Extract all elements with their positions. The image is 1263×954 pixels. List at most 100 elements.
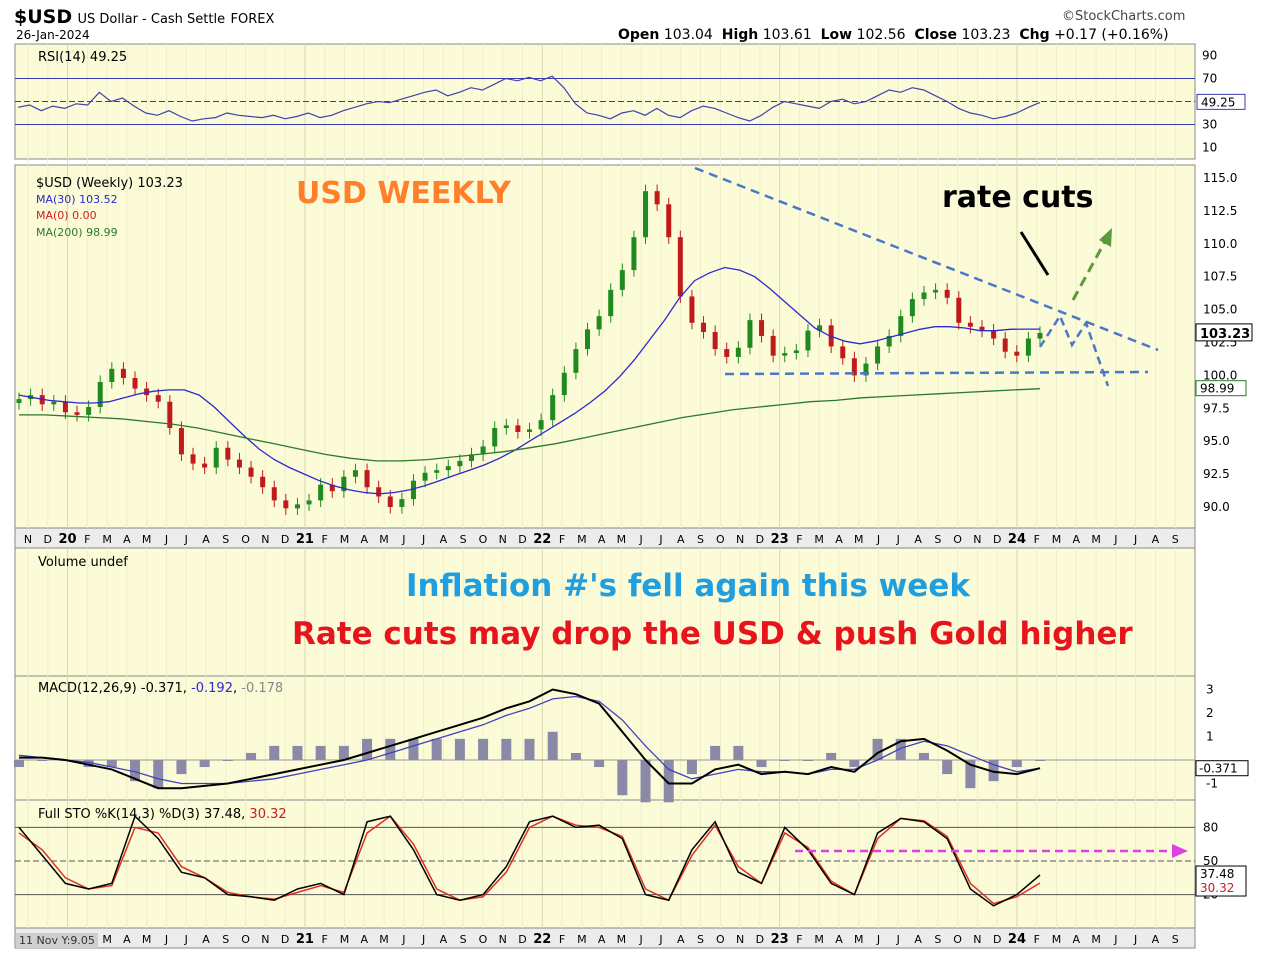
rsi-last-value: 49.25 xyxy=(1201,95,1235,109)
legend-ma30: MA(30) 103.52 xyxy=(36,193,118,206)
macd-histogram-bar xyxy=(756,760,767,768)
macd-y-tick: -1 xyxy=(1206,777,1218,791)
price-candle xyxy=(236,459,242,468)
x-tick-label: J xyxy=(639,533,643,546)
price-candle xyxy=(782,353,788,356)
x-tick-label: D xyxy=(518,533,526,546)
macd-histogram-bar xyxy=(199,760,210,768)
price-last-value: 103.23 xyxy=(1200,327,1250,342)
price-candle xyxy=(735,347,741,357)
x-tick-label: O xyxy=(241,533,250,546)
macd-histogram-bar xyxy=(1035,760,1045,761)
x-tick-label: 20 xyxy=(59,532,77,547)
annotation-usd-weekly: USD WEEKLY xyxy=(296,176,511,211)
x-tick-label: N xyxy=(973,533,981,546)
price-candle xyxy=(260,476,266,488)
x-tick-label: A xyxy=(598,533,606,546)
rsi-y-tick: 70 xyxy=(1202,72,1217,86)
x-axis-strip-top xyxy=(14,527,1196,549)
macd-histogram-bar xyxy=(594,760,605,768)
price-candle xyxy=(689,296,695,323)
price-candle xyxy=(434,470,440,473)
macd-histogram-bar xyxy=(524,738,535,760)
x-tick-label: A xyxy=(1073,533,1081,546)
x-tick-label: J xyxy=(639,933,643,946)
x-tick-label: J xyxy=(1113,933,1117,946)
x-tick-label: J xyxy=(1133,533,1137,546)
chart-date: 26-Jan-2024 xyxy=(16,28,90,42)
x-tick-label: M xyxy=(340,933,350,946)
x-tick-label: O xyxy=(479,933,488,946)
x-tick-label: A xyxy=(914,533,922,546)
x-tick-label: J xyxy=(658,933,662,946)
macd-y-tick: 2 xyxy=(1206,706,1214,720)
rsi-y-tick: 10 xyxy=(1202,141,1217,155)
price-candle xyxy=(190,454,196,464)
price-y-tick: 100.0 xyxy=(1203,368,1237,382)
resistance-trendline xyxy=(694,166,1159,352)
price-candle xyxy=(550,395,556,421)
x-tick-label: J xyxy=(164,933,168,946)
x-tick-label: M xyxy=(102,533,112,546)
price-candle xyxy=(167,401,173,429)
sto-y-tick: 50 xyxy=(1203,854,1218,868)
price-candle xyxy=(202,463,208,468)
price-candle xyxy=(492,428,498,447)
x-tick-label: F xyxy=(1034,933,1040,946)
price-candle xyxy=(747,320,753,348)
price-candle xyxy=(677,237,683,297)
x-tick-label: M xyxy=(1052,933,1062,946)
price-candle xyxy=(132,378,138,389)
price-last-badge xyxy=(1195,323,1253,342)
price-panel xyxy=(14,164,1196,529)
price-y-tick: 92.5 xyxy=(1203,467,1230,481)
macd-signal-line xyxy=(18,695,1041,785)
x-tick-label: F xyxy=(559,533,565,546)
price-candle xyxy=(840,346,846,359)
x-tick-label: N xyxy=(24,533,32,546)
macd-histogram-bar xyxy=(849,760,860,768)
x-tick-label: A xyxy=(677,533,685,546)
x-tick-label: J xyxy=(421,933,425,946)
volume-title: Volume undef xyxy=(38,555,128,570)
x-tick-label: J xyxy=(896,933,900,946)
macd-histogram-bar xyxy=(14,760,24,768)
projected-path xyxy=(1038,313,1110,387)
macd-histogram-bar xyxy=(454,738,465,760)
price-y-tick: 107.5 xyxy=(1203,270,1237,284)
x-tick-label: A xyxy=(598,933,606,946)
price-candle xyxy=(956,297,962,323)
price-candle xyxy=(759,320,765,336)
x-tick-label: A xyxy=(202,533,210,546)
price-candle xyxy=(1037,332,1043,339)
price-candle xyxy=(16,399,22,404)
price-candle xyxy=(74,412,80,415)
x-tick-label: A xyxy=(1152,533,1160,546)
x-tick-label: N xyxy=(261,533,269,546)
macd-histogram-bar xyxy=(826,752,837,760)
price-candle xyxy=(318,484,324,501)
x-tick-label: A xyxy=(440,933,448,946)
price-candle xyxy=(596,316,602,330)
price-candle xyxy=(271,487,277,501)
x-tick-label: J xyxy=(401,933,405,946)
price-candle xyxy=(909,299,915,317)
macd-histogram-bar xyxy=(153,760,164,789)
x-axis-strip-bottom xyxy=(14,927,1196,949)
price-candle xyxy=(155,395,161,402)
price-candle xyxy=(213,447,219,468)
price-y-tick: 105.0 xyxy=(1203,303,1237,317)
macd-last-badge xyxy=(1195,760,1249,777)
price-candle xyxy=(561,372,567,396)
rsi-y-tick: 30 xyxy=(1202,118,1217,132)
legend-ma200: MA(200) 98.99 xyxy=(36,226,118,239)
macd-last-value: -0.371 xyxy=(1199,762,1238,776)
annotation-rate-cuts-gold: Rate cuts may drop the USD & push Gold h… xyxy=(292,616,1133,652)
price-candle xyxy=(619,270,625,290)
x-tick-label: M xyxy=(379,533,389,546)
x-tick-label: D xyxy=(44,533,52,546)
macd-title: MACD(12,26,9) -0.371, -0.192, -0.178 xyxy=(38,681,283,696)
macd-histogram-bar xyxy=(176,760,187,775)
macd-histogram-bar xyxy=(663,760,674,803)
x-tick-label: D xyxy=(756,533,764,546)
